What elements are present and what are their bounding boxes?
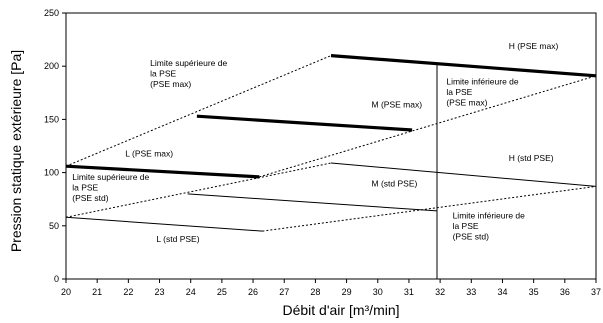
annotation-label: Limite inférieure de la PSE (PSE max) [446, 76, 519, 107]
plot-border [65, 12, 597, 280]
series-line [330, 54, 597, 78]
series-line [65, 164, 260, 179]
series-line [196, 114, 413, 132]
plot-area [65, 12, 597, 280]
x-tick-label: 32 [435, 287, 445, 297]
x-tick-label: 36 [560, 287, 570, 297]
x-tick-label: 35 [529, 287, 539, 297]
ticks-layer: 20 21 22 23 24 25 26 27 28 29 30 31 32 33 34 35 36 37 0 50 1… [44, 8, 601, 297]
y-tick-label: 100 [44, 168, 59, 178]
y-tick-label: 150 [44, 114, 59, 124]
y-tick-label: 200 [44, 61, 59, 71]
annotation-label: M (std PSE) [372, 178, 418, 188]
series-layer [65, 54, 597, 279]
x-tick-label: 22 [123, 287, 133, 297]
x-tick-label: 23 [155, 287, 165, 297]
series-line [65, 216, 263, 232]
x-axis-title: Débit d'air [m³/min] [282, 302, 399, 318]
limit-line [262, 185, 597, 232]
annotation-layer: L (PSE max) M (PSE max) H (PSE max) L (std … [72, 41, 558, 244]
x-tick-label: 31 [404, 287, 414, 297]
limit-line [259, 75, 597, 178]
y-axis-title: Pression statique extérieure [Pa] [8, 50, 24, 252]
annotation-label: L (std PSE) [156, 234, 199, 244]
x-tick-label: 30 [373, 287, 383, 297]
x-tick-label: 24 [186, 287, 196, 297]
x-tick-label: 20 [61, 287, 71, 297]
x-tick-label: 27 [279, 287, 289, 297]
series-line [330, 162, 597, 187]
x-tick-label: 28 [310, 287, 320, 297]
x-tick-label: 29 [342, 287, 352, 297]
x-tick-label: 21 [92, 287, 102, 297]
annotation-label: Limite supérieure de la PSE (PSE std) [72, 172, 149, 203]
annotation-label: Limite supérieure de la PSE (PSE max) [150, 58, 227, 89]
annotation-label: Limite inférieure de la PSE (PSE std) [453, 210, 526, 241]
x-tick-label: 37 [591, 287, 601, 297]
limit-line [65, 162, 332, 218]
series-line [187, 193, 438, 212]
y-tick-label: 50 [49, 221, 59, 231]
annotation-label: M (PSE max) [372, 100, 423, 110]
y-tick-label: 250 [44, 8, 59, 18]
annotation-label: H (std PSE) [509, 153, 554, 163]
x-tick-label: 34 [497, 287, 507, 297]
annotation-label: L (PSE max) [125, 149, 173, 159]
y-tick-label: 0 [54, 274, 59, 284]
limit-line [65, 55, 332, 167]
annotation-label: H (PSE max) [509, 41, 559, 51]
x-tick-label: 26 [248, 287, 258, 297]
x-tick-label: 25 [217, 287, 227, 297]
x-tick-label: 33 [466, 287, 476, 297]
